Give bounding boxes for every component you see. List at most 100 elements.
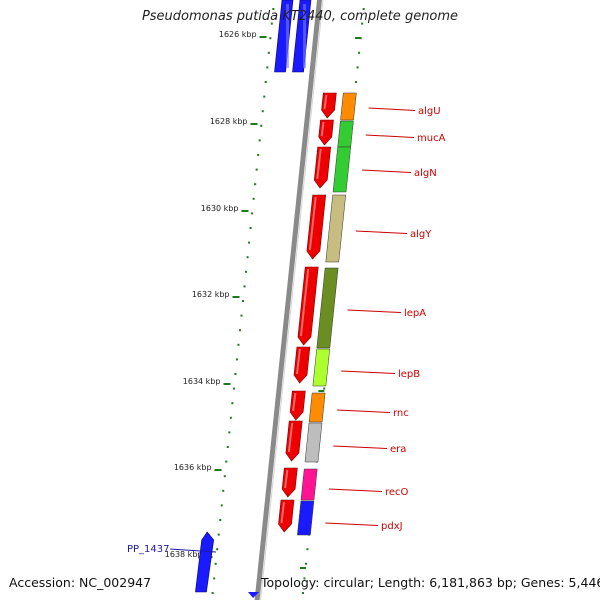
- ring-dot: [213, 577, 216, 580]
- gene-category-block: [316, 267, 339, 349]
- ring-dot: [246, 256, 249, 259]
- kbp-label: 1638 kbp: [165, 550, 203, 559]
- ring-dot: [251, 212, 254, 215]
- reverse-gene: [278, 499, 295, 533]
- gene-category-block: [297, 500, 315, 536]
- accession-text: Accession: NC_002947: [9, 575, 152, 590]
- backbone-edge: [260, 0, 324, 600]
- ring-dot: [269, 37, 272, 40]
- reverse-gene-shine: [308, 196, 317, 251]
- ring-dot: [252, 197, 255, 200]
- ring-dot: [356, 66, 359, 69]
- ring-dot: [235, 358, 238, 361]
- ring-dot: [216, 548, 219, 551]
- ring-dot: [219, 519, 222, 521]
- gene-label-line: [328, 488, 383, 492]
- ring-dot: [257, 154, 260, 156]
- ring-dot: [217, 533, 220, 536]
- forward-gene-shine: [286, 4, 289, 68]
- gene-category-block: [340, 92, 357, 121]
- ring-dot: [242, 300, 244, 302]
- gene-label-line: [333, 445, 388, 449]
- ring-dot: [261, 110, 264, 113]
- gene-label-rnc: rnc: [393, 408, 409, 419]
- kbp-label: 1632 kbp: [192, 290, 230, 299]
- reverse-gene-shine: [287, 422, 294, 453]
- ring-dot: [214, 562, 217, 565]
- ring-dot: [263, 95, 266, 98]
- gene-label-line: [347, 309, 402, 313]
- ring-dot: [267, 51, 270, 54]
- gene-label-line: [341, 370, 396, 374]
- gene-category-block: [312, 348, 330, 387]
- ring-dot: [223, 475, 226, 478]
- reverse-gene: [318, 119, 334, 146]
- reverse-gene: [321, 92, 337, 119]
- reverse-gene-shine: [316, 148, 322, 180]
- forward-gene-shine: [303, 4, 306, 68]
- ring-dot: [270, 22, 273, 25]
- ring-dot: [248, 241, 251, 244]
- genome-title: Pseudomonas putida KT2440, complete geno…: [141, 9, 459, 24]
- gene-label-muca: mucA: [417, 133, 446, 144]
- forward-gene-label: PP_1437: [127, 544, 170, 555]
- gene-label-line: [362, 169, 412, 173]
- reverse-gene-shine: [299, 268, 310, 337]
- ring-dot: [243, 285, 246, 288]
- ring-dot: [306, 548, 309, 551]
- ring-dot: [249, 227, 252, 229]
- reverse-gene: [313, 146, 332, 189]
- ring-dot: [211, 592, 214, 594]
- forward-gene: [248, 592, 259, 598]
- kbp-label: 1626 kbp: [219, 30, 257, 39]
- gene-label-lepb: lepB: [398, 369, 420, 380]
- gene-category-block: [332, 146, 351, 193]
- ring-dot: [234, 373, 237, 375]
- reverse-gene: [289, 390, 306, 421]
- ring-dot: [225, 460, 228, 463]
- reverse-gene: [285, 420, 303, 462]
- reverse-gene: [293, 346, 311, 384]
- forward-gene: [195, 531, 214, 593]
- ring-dot: [237, 343, 240, 346]
- ring-dot: [228, 431, 231, 434]
- reverse-gene-shine: [280, 501, 285, 524]
- ring-dot: [238, 329, 241, 332]
- ring-dot: [362, 8, 365, 10]
- gene-label-era: era: [390, 444, 406, 455]
- genome-summary-text: Topology: circular; Length: 6,181,863 bp…: [261, 575, 600, 590]
- ring-dot: [304, 562, 307, 565]
- reverse-gene-shine: [296, 348, 301, 375]
- reverse-gene-shine: [284, 469, 289, 489]
- ring-dot: [355, 81, 358, 83]
- gene-label-line: [325, 522, 379, 526]
- gene-label-algn: algN: [414, 168, 437, 179]
- gene-category-block: [308, 392, 326, 423]
- ring-dot: [361, 22, 364, 25]
- kbp-label: 1628 kbp: [210, 117, 248, 126]
- ring-dot: [301, 592, 304, 594]
- ring-dot: [240, 314, 243, 317]
- ring-dot: [266, 66, 269, 69]
- gene-category-block: [337, 120, 354, 148]
- ring-dot: [254, 183, 257, 186]
- ring-dot: [222, 489, 225, 492]
- gene-label-lepa: lepA: [404, 308, 426, 319]
- ring-dot: [232, 387, 235, 390]
- ring-dot: [260, 124, 263, 127]
- kbp-label: 1636 kbp: [174, 463, 212, 472]
- ring-dot: [245, 270, 248, 273]
- kbp-label: 1630 kbp: [201, 204, 239, 213]
- gene-label-line: [337, 409, 391, 413]
- gene-label-reco: recO: [385, 487, 409, 498]
- ring-dot: [323, 387, 326, 390]
- reverse-gene-shine: [292, 392, 297, 412]
- kbp-label: 1634 kbp: [183, 377, 221, 386]
- gene-label-algy: algY: [410, 229, 432, 240]
- backbone: [254, 0, 322, 600]
- gene-label-line: [355, 230, 408, 234]
- gene-label-line: [365, 134, 415, 138]
- reverse-gene-shine: [320, 121, 325, 137]
- ring-dot: [255, 168, 258, 171]
